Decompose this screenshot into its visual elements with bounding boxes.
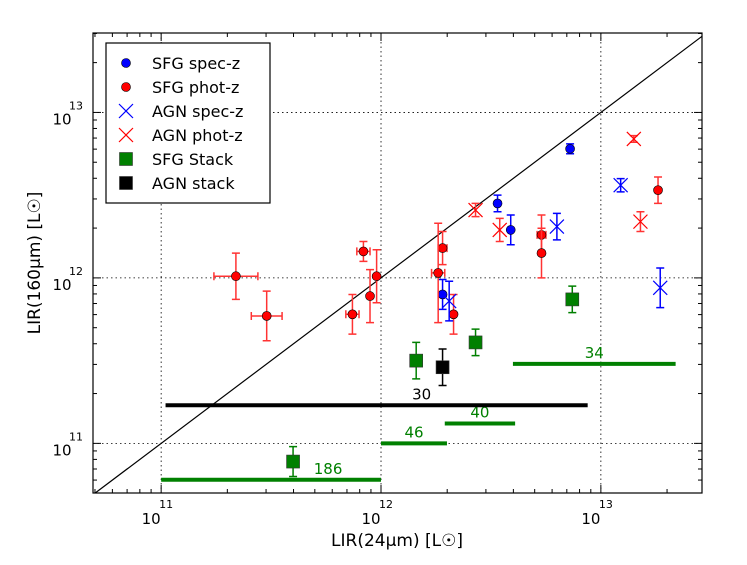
sfg-spec-z-point	[505, 225, 516, 235]
bin-count-label: 186	[314, 460, 343, 478]
y-tick-exponent: 13	[69, 99, 83, 112]
x-tick-exponent: 12	[379, 498, 393, 511]
legend-marker	[118, 127, 134, 143]
sfg-phot-z-point	[433, 268, 443, 278]
y-tick-exponent: 11	[69, 430, 83, 443]
x-tick-base: 10	[142, 510, 161, 528]
agn-spec-z-point	[549, 219, 565, 235]
sfg-spec-z-point	[492, 198, 503, 209]
legend-marker	[121, 82, 131, 92]
legend: SFG spec-z SFG phot-z AGN spec-z AGN phot-z…	[105, 42, 271, 204]
y-axis-label: LIR(160μm) [L☉]	[25, 192, 45, 335]
x-tick-base: 10	[361, 510, 380, 528]
legend-label: SFG Stack	[152, 150, 234, 169]
sfg-stack-point	[565, 292, 580, 307]
sfg-phot-z-point	[365, 291, 375, 301]
bin-lines: 186 46 40 34 30	[161, 344, 676, 482]
legend-label: AGN phot-z	[152, 126, 243, 145]
agn-spec-z-point	[613, 177, 629, 193]
sfg-phot-z-point	[261, 311, 272, 321]
legend-marker	[119, 176, 133, 190]
sfg-stack-point	[286, 454, 300, 469]
sfg-phot-z-point	[371, 271, 382, 282]
bin-count-label: 40	[470, 404, 489, 422]
agn-spec-z-point	[652, 280, 668, 296]
legend-label: AGN stack	[152, 174, 235, 193]
agn-stack-point	[435, 360, 450, 375]
agn-spec-z-point	[441, 293, 457, 309]
one-to-one-line	[94, 35, 703, 494]
legend-marker	[121, 58, 131, 68]
sfg-phot-z-point	[347, 309, 358, 320]
sfg-phot-z-point	[448, 309, 459, 320]
bin-count-label: 30	[412, 385, 431, 403]
x-tick-exponent: 11	[159, 498, 173, 511]
x-tick-exponent: 13	[599, 498, 613, 511]
agn-phot-z-point	[633, 214, 648, 230]
agn-phot-z-point	[626, 131, 642, 147]
legend-marker	[118, 103, 134, 119]
agn-phot-z-point	[468, 202, 483, 218]
legend-label: SFG spec-z	[152, 54, 240, 73]
sfg-phot-z-point	[536, 248, 547, 258]
legend-label: AGN spec-z	[152, 102, 243, 121]
sfg-spec-z-point	[565, 144, 575, 154]
sfg-phot-z-point	[653, 185, 663, 195]
sfg-phot-z-point	[437, 243, 448, 253]
sfg-stack-point	[468, 335, 483, 350]
legend-marker	[119, 152, 133, 166]
sfg-phot-z-point	[358, 246, 369, 257]
bin-count-label: 46	[404, 423, 423, 441]
legend-label: SFG phot-z	[152, 78, 239, 97]
data-points	[213, 131, 668, 478]
x-tick-base: 10	[581, 510, 600, 528]
plot-frame	[92, 32, 703, 494]
sfg-phot-z-point	[231, 271, 241, 282]
minor-ticks	[93, 32, 702, 493]
agn-phot-z-point	[492, 222, 508, 238]
y-tick-base: 10	[52, 276, 71, 294]
y-tick-base: 10	[52, 110, 71, 128]
bin-count-label: 34	[585, 344, 604, 362]
y-tick-base: 10	[52, 441, 71, 459]
sfg-stack-point	[409, 353, 423, 368]
y-tick-exponent: 12	[69, 265, 83, 278]
x-axis-label: LIR(24μm) [L☉]	[331, 531, 463, 551]
